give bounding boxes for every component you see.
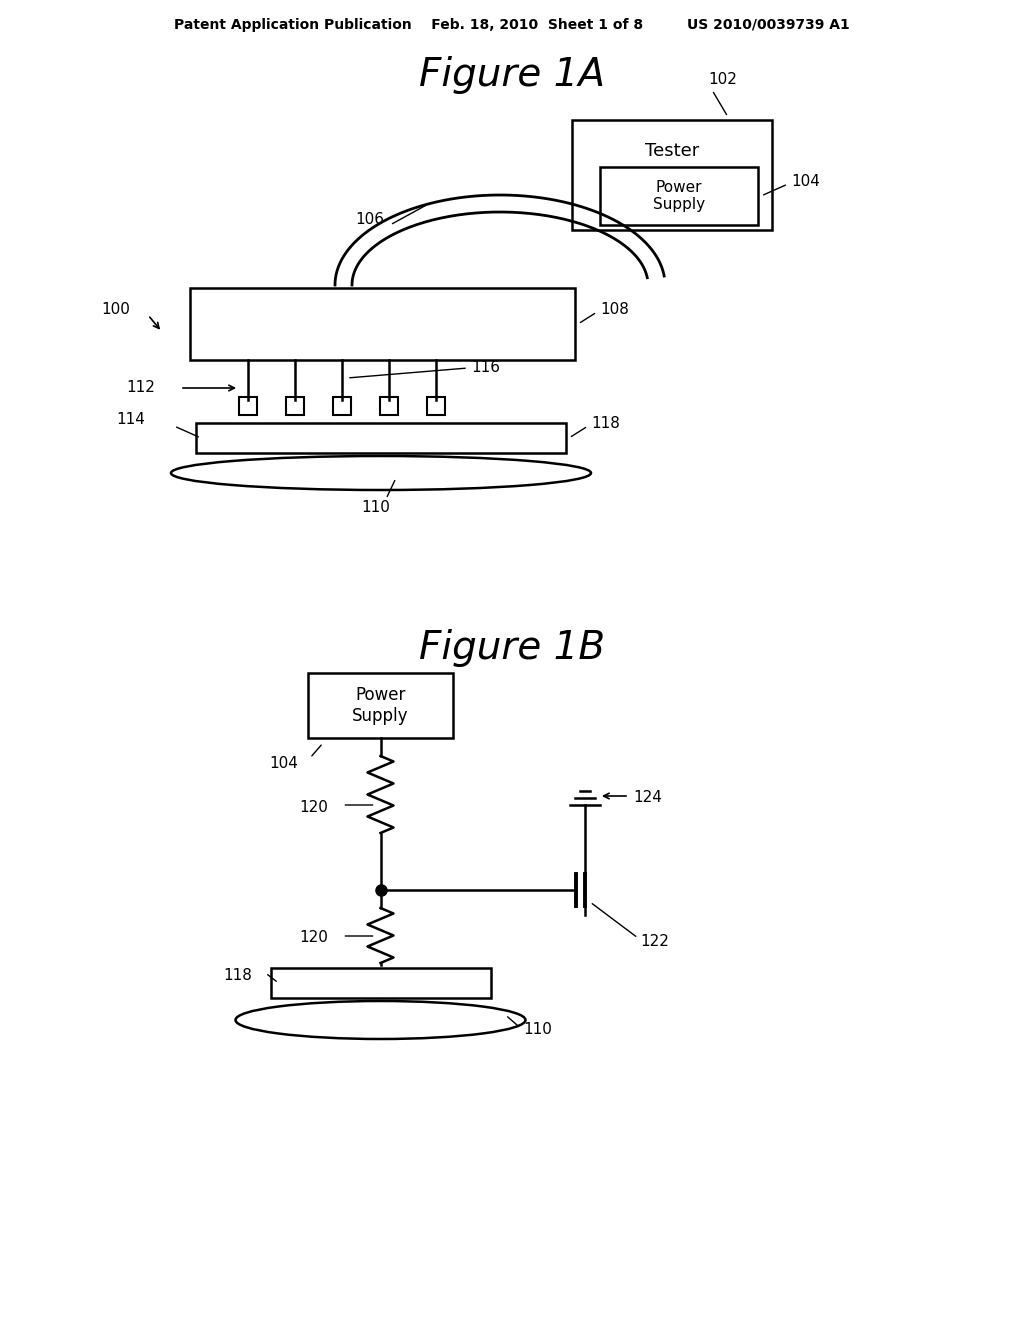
Bar <box>286 397 304 414</box>
Text: 108: 108 <box>600 302 629 318</box>
Text: 106: 106 <box>355 213 384 227</box>
Text: 100: 100 <box>101 302 130 318</box>
Bar <box>190 288 575 360</box>
Bar <box>270 968 490 998</box>
Bar <box>427 397 445 414</box>
Text: 110: 110 <box>361 500 390 516</box>
Bar <box>196 422 566 453</box>
Bar <box>600 168 758 224</box>
Text: Figure 1A: Figure 1A <box>419 55 605 94</box>
Text: Figure 1B: Figure 1B <box>419 630 605 667</box>
Bar <box>308 673 453 738</box>
Bar <box>333 397 351 414</box>
Bar <box>239 397 257 414</box>
Text: Patent Application Publication    Feb. 18, 2010  Sheet 1 of 8         US 2010/00: Patent Application Publication Feb. 18, … <box>174 18 850 32</box>
Text: 118: 118 <box>223 968 253 982</box>
Text: 114: 114 <box>116 412 144 428</box>
Text: 104: 104 <box>791 173 820 189</box>
Text: 104: 104 <box>269 755 298 771</box>
Bar <box>380 397 398 414</box>
Text: 116: 116 <box>471 359 500 375</box>
Bar <box>572 120 772 230</box>
Text: 112: 112 <box>126 380 155 396</box>
Text: 120: 120 <box>300 800 329 816</box>
Text: 102: 102 <box>708 73 737 87</box>
Text: 124: 124 <box>633 791 662 805</box>
Text: Power
Supply: Power Supply <box>653 180 706 213</box>
Ellipse shape <box>171 455 591 490</box>
Text: 110: 110 <box>523 1023 552 1038</box>
Text: Power
Supply: Power Supply <box>352 686 409 725</box>
Text: Tester: Tester <box>645 141 699 160</box>
Text: 118: 118 <box>591 416 620 430</box>
Ellipse shape <box>236 1001 525 1039</box>
Text: 120: 120 <box>300 931 329 945</box>
Text: 122: 122 <box>640 935 669 949</box>
